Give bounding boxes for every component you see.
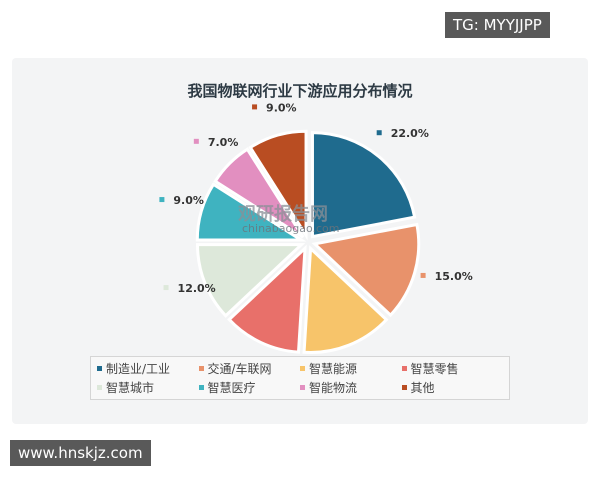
data-label: 12.0%: [178, 282, 216, 295]
data-label: 15.0%: [435, 270, 473, 283]
data-label: 9.0%: [266, 101, 297, 114]
data-label: 7.0%: [208, 136, 239, 149]
legend-label: 交通/车联网: [207, 362, 272, 376]
legend-swatch: [401, 385, 407, 390]
pie-slice: [302, 245, 389, 354]
legend-item: 智能物流: [300, 378, 402, 397]
legend-label: 智慧零售: [410, 362, 459, 376]
legend-label: 制造业/工业: [106, 362, 171, 376]
data-label: 9.0%: [173, 194, 204, 207]
data-label-marker: [420, 272, 426, 278]
legend-swatch: [300, 385, 305, 390]
legend: 制造业/工业 交通/车联网 智慧能源 智慧零售智慧城市 智慧医疗 智能物流 其他: [90, 356, 510, 400]
pie-slice: [310, 131, 417, 239]
pie-slice: [213, 147, 305, 239]
chart-title: 我国物联网行业下游应用分布情况: [187, 82, 413, 100]
legend-item: 交通/车联网: [198, 359, 301, 378]
data-label-marker: [376, 130, 382, 136]
watermark-top: TG: MYYJJPP: [445, 12, 550, 38]
pie-slice: [248, 129, 308, 241]
legend-label: 智能物流: [309, 381, 358, 395]
data-label-marker: [159, 197, 165, 203]
pie-slice: [195, 243, 306, 318]
pie-slice: [195, 182, 307, 242]
data-label-marker: [163, 285, 169, 291]
legend-swatch: [97, 366, 102, 371]
legend-label: 智慧能源: [309, 362, 358, 376]
legend-item: 其他: [401, 378, 504, 397]
legend-item: 智慧医疗: [198, 378, 301, 397]
legend-label: 智慧医疗: [207, 381, 256, 395]
pie-slice: [227, 244, 307, 354]
watermark-bottom: www.hnskjz.com: [10, 440, 151, 466]
legend-swatch: [198, 366, 204, 371]
legend-swatch: [401, 366, 407, 371]
legend-swatch: [198, 385, 204, 390]
brand-watermark: 观研报告网: [238, 204, 328, 225]
legend-item: 智慧能源: [300, 359, 402, 378]
legend-swatch: [97, 385, 102, 390]
legend-item: 智慧城市: [97, 378, 199, 397]
legend-label: 智慧城市: [106, 381, 155, 395]
data-label-marker: [252, 104, 258, 110]
legend-item: 智慧零售: [401, 359, 504, 378]
data-label-marker: [193, 138, 199, 144]
legend-swatch: [300, 366, 305, 371]
pie-slice: [311, 222, 421, 318]
legend-label: 其他: [410, 381, 435, 395]
legend-item: 制造业/工业: [97, 359, 199, 378]
brand-url-watermark: chinabaogao.com: [242, 222, 340, 235]
data-label: 22.0%: [391, 127, 429, 140]
